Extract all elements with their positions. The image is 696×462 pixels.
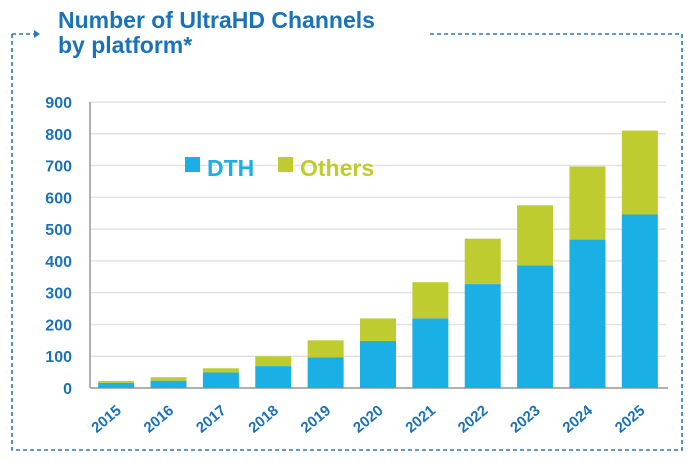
x-tick-label: 2020 — [350, 402, 386, 436]
bar-others-2015 — [98, 381, 135, 383]
x-tick-label: 2019 — [298, 402, 334, 436]
y-tick-label: 600 — [45, 190, 72, 207]
bar-others-2024 — [569, 166, 606, 240]
frame-left-bottom-right — [11, 33, 683, 451]
dashed-frame — [11, 33, 683, 451]
chart-title: Number of UltraHD Channels by platform* — [58, 8, 375, 58]
chart-title-line-2: by platform* — [58, 32, 193, 58]
x-tick-label: 2015 — [88, 402, 124, 436]
y-tick-label: 700 — [45, 159, 72, 176]
bar-dth-2016 — [150, 380, 187, 388]
bar-dth-2015 — [98, 382, 135, 388]
bar-others-2017 — [202, 368, 239, 373]
legend-swatch-others — [278, 157, 293, 172]
y-tick-label: 900 — [45, 95, 72, 112]
bar-dth-2021 — [412, 318, 449, 388]
x-tick-label: 2017 — [193, 402, 229, 436]
x-tick-label: 2023 — [507, 402, 543, 436]
bar-others-2021 — [412, 282, 449, 319]
legend-label-others: Others — [300, 155, 374, 181]
y-tick-label: 400 — [45, 254, 72, 271]
bar-dth-2017 — [202, 372, 239, 388]
bar-dth-2022 — [464, 284, 501, 388]
bar-others-2025 — [621, 130, 658, 215]
legend-swatch-dth — [185, 157, 200, 172]
x-tick-label: 2022 — [455, 402, 491, 436]
x-tick-label: 2021 — [402, 402, 438, 436]
x-tick-label: 2018 — [245, 402, 281, 436]
bar-dth-2019 — [307, 357, 344, 388]
y-tick-label: 300 — [45, 286, 72, 303]
bar-others-2019 — [307, 340, 344, 358]
legend-label-dth: DTH — [207, 155, 254, 181]
x-tick-label: 2025 — [612, 402, 648, 436]
arrow-icon — [34, 30, 40, 38]
bar-others-2018 — [255, 356, 292, 367]
x-tick-label: 2024 — [560, 402, 597, 437]
y-tick-label: 100 — [45, 349, 72, 366]
chart-title-line-1: Number of UltraHD Channels — [58, 7, 375, 33]
bar-dth-2023 — [517, 265, 554, 388]
bar-dth-2020 — [360, 340, 396, 388]
bar-dth-2025 — [621, 214, 658, 388]
bar-dth-2018 — [255, 366, 292, 388]
bar-others-2022 — [464, 238, 501, 285]
x-tick-label: 2016 — [141, 402, 177, 436]
y-tick-label: 200 — [45, 317, 72, 334]
bar-others-2023 — [517, 205, 554, 266]
bar-others-2020 — [360, 318, 396, 341]
y-tick-label: 0 — [63, 381, 72, 398]
y-tick-label: 500 — [45, 222, 72, 239]
y-tick-label: 800 — [45, 127, 72, 144]
bar-others-2016 — [150, 377, 187, 381]
bar-dth-2024 — [569, 239, 606, 388]
